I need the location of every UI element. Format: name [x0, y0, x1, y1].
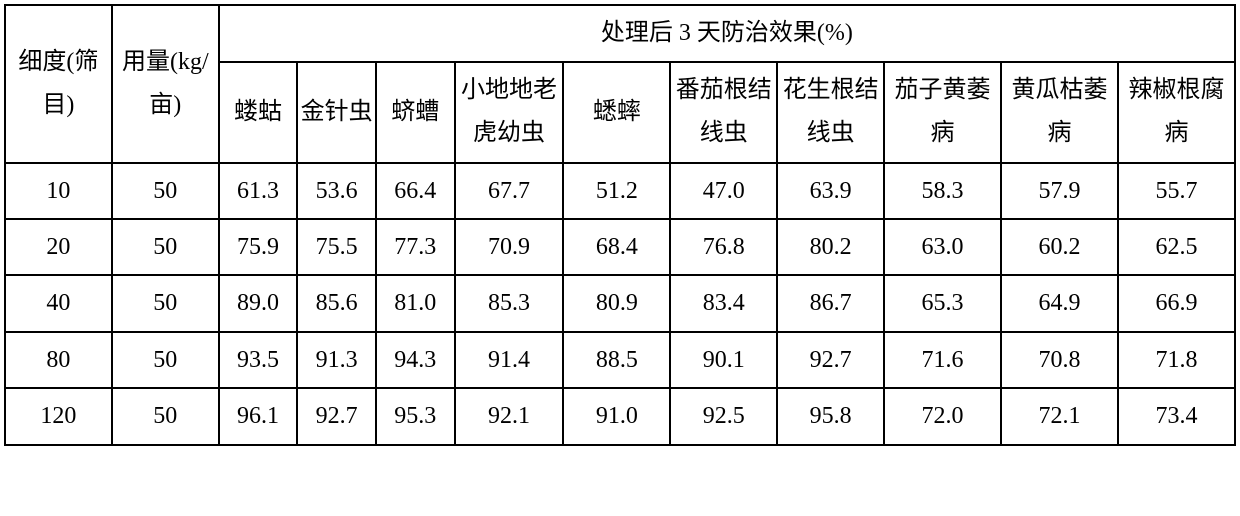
pest-header: 蛴螬 [376, 62, 455, 162]
table-row: 105061.353.666.467.751.247.063.958.357.9… [5, 163, 1235, 219]
value-cell: 92.7 [777, 332, 884, 388]
value-cell: 75.9 [219, 219, 298, 275]
pest-header: 蝼蛄 [219, 62, 298, 162]
value-cell: 85.3 [455, 275, 564, 331]
value-cell: 55.7 [1118, 163, 1235, 219]
value-cell: 95.8 [777, 388, 884, 444]
value-cell: 92.1 [455, 388, 564, 444]
value-cell: 80.9 [563, 275, 670, 331]
value-cell: 92.7 [297, 388, 376, 444]
value-cell: 75.5 [297, 219, 376, 275]
value-cell: 65.3 [884, 275, 1001, 331]
fineness-cell: 80 [5, 332, 112, 388]
pest-header: 番茄根结线虫 [670, 62, 777, 162]
value-cell: 63.0 [884, 219, 1001, 275]
value-cell: 62.5 [1118, 219, 1235, 275]
table-body: 105061.353.666.467.751.247.063.958.357.9… [5, 163, 1235, 445]
value-cell: 89.0 [219, 275, 298, 331]
header-dosage: 用量(kg/亩) [112, 5, 219, 163]
value-cell: 94.3 [376, 332, 455, 388]
value-cell: 86.7 [777, 275, 884, 331]
value-cell: 67.7 [455, 163, 564, 219]
value-cell: 80.2 [777, 219, 884, 275]
dosage-cell: 50 [112, 388, 219, 444]
value-cell: 63.9 [777, 163, 884, 219]
value-cell: 68.4 [563, 219, 670, 275]
value-cell: 53.6 [297, 163, 376, 219]
value-cell: 72.0 [884, 388, 1001, 444]
value-cell: 91.3 [297, 332, 376, 388]
fineness-cell: 120 [5, 388, 112, 444]
value-cell: 60.2 [1001, 219, 1118, 275]
value-cell: 91.4 [455, 332, 564, 388]
pest-header: 辣椒根腐病 [1118, 62, 1235, 162]
value-cell: 66.9 [1118, 275, 1235, 331]
fineness-cell: 10 [5, 163, 112, 219]
value-cell: 71.6 [884, 332, 1001, 388]
value-cell: 76.8 [670, 219, 777, 275]
dosage-cell: 50 [112, 275, 219, 331]
pest-header: 花生根结线虫 [777, 62, 884, 162]
value-cell: 64.9 [1001, 275, 1118, 331]
value-cell: 73.4 [1118, 388, 1235, 444]
table-row: 405089.085.681.085.380.983.486.765.364.9… [5, 275, 1235, 331]
value-cell: 72.1 [1001, 388, 1118, 444]
efficacy-table: 细度(筛目) 用量(kg/亩) 处理后 3 天防治效果(%) 蝼蛄 金针虫 蛴螬… [4, 4, 1236, 446]
dosage-cell: 50 [112, 163, 219, 219]
value-cell: 66.4 [376, 163, 455, 219]
value-cell: 91.0 [563, 388, 670, 444]
value-cell: 58.3 [884, 163, 1001, 219]
fineness-cell: 20 [5, 219, 112, 275]
pest-header: 小地地老虎幼虫 [455, 62, 564, 162]
value-cell: 83.4 [670, 275, 777, 331]
dosage-cell: 50 [112, 332, 219, 388]
value-cell: 81.0 [376, 275, 455, 331]
header-fineness: 细度(筛目) [5, 5, 112, 163]
value-cell: 71.8 [1118, 332, 1235, 388]
dosage-cell: 50 [112, 219, 219, 275]
value-cell: 93.5 [219, 332, 298, 388]
value-cell: 88.5 [563, 332, 670, 388]
pest-header: 蟋蟀 [563, 62, 670, 162]
value-cell: 85.6 [297, 275, 376, 331]
value-cell: 57.9 [1001, 163, 1118, 219]
pest-header: 黄瓜枯萎病 [1001, 62, 1118, 162]
fineness-cell: 40 [5, 275, 112, 331]
value-cell: 96.1 [219, 388, 298, 444]
pest-header: 茄子黄萎病 [884, 62, 1001, 162]
header-effect: 处理后 3 天防治效果(%) [219, 5, 1235, 62]
value-cell: 61.3 [219, 163, 298, 219]
value-cell: 47.0 [670, 163, 777, 219]
value-cell: 51.2 [563, 163, 670, 219]
value-cell: 70.9 [455, 219, 564, 275]
table-row: 205075.975.577.370.968.476.880.263.060.2… [5, 219, 1235, 275]
value-cell: 77.3 [376, 219, 455, 275]
table-row: 1205096.192.795.392.191.092.595.872.072.… [5, 388, 1235, 444]
pest-header: 金针虫 [297, 62, 376, 162]
table-row: 805093.591.394.391.488.590.192.771.670.8… [5, 332, 1235, 388]
value-cell: 90.1 [670, 332, 777, 388]
value-cell: 95.3 [376, 388, 455, 444]
value-cell: 92.5 [670, 388, 777, 444]
value-cell: 70.8 [1001, 332, 1118, 388]
